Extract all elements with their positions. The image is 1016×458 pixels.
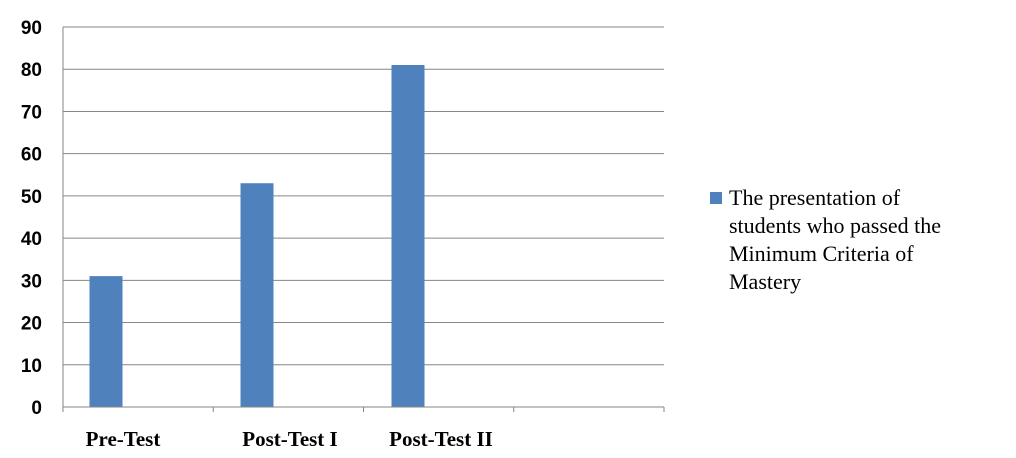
- y-tick-label-60: 60: [21, 145, 42, 166]
- bars: [89, 65, 425, 407]
- bar-post-test-i: [240, 183, 274, 407]
- y-axis: 0 10 20 30 40 50 60 70 80 90: [21, 18, 64, 419]
- y-tick-label-40: 40: [21, 229, 42, 250]
- y-tick-label-80: 80: [21, 60, 42, 81]
- y-tick-label-10: 10: [21, 356, 42, 377]
- legend-swatch: [710, 192, 722, 204]
- x-axis: Pre-Test Post-Test I Post-Test II: [62, 406, 665, 451]
- legend-label: The presentation of students who passed t…: [729, 185, 941, 294]
- y-tick-label-30: 30: [21, 271, 42, 292]
- legend: The presentation of students who passed t…: [710, 185, 941, 294]
- legend-line: students who passed the: [729, 213, 941, 238]
- bar-post-test-ii: [391, 65, 425, 407]
- x-tick-label-pre-test: Pre-Test: [86, 427, 161, 451]
- legend-line: The presentation of: [729, 185, 901, 210]
- y-tick-label-50: 50: [21, 187, 42, 208]
- x-tick-label-post-test-ii: Post-Test II: [389, 427, 493, 451]
- bar-pre-test: [89, 276, 123, 407]
- legend-line: Mastery: [729, 269, 801, 294]
- y-tick-label-20: 20: [21, 314, 42, 335]
- x-tick-label-post-test-i: Post-Test I: [242, 427, 337, 451]
- y-tick-label-0: 0: [31, 398, 42, 419]
- y-tick-label-70: 70: [21, 102, 42, 123]
- gridlines: [63, 26, 664, 366]
- y-tick-label-90: 90: [21, 18, 42, 39]
- legend-line: Minimum Criteria of: [729, 241, 914, 266]
